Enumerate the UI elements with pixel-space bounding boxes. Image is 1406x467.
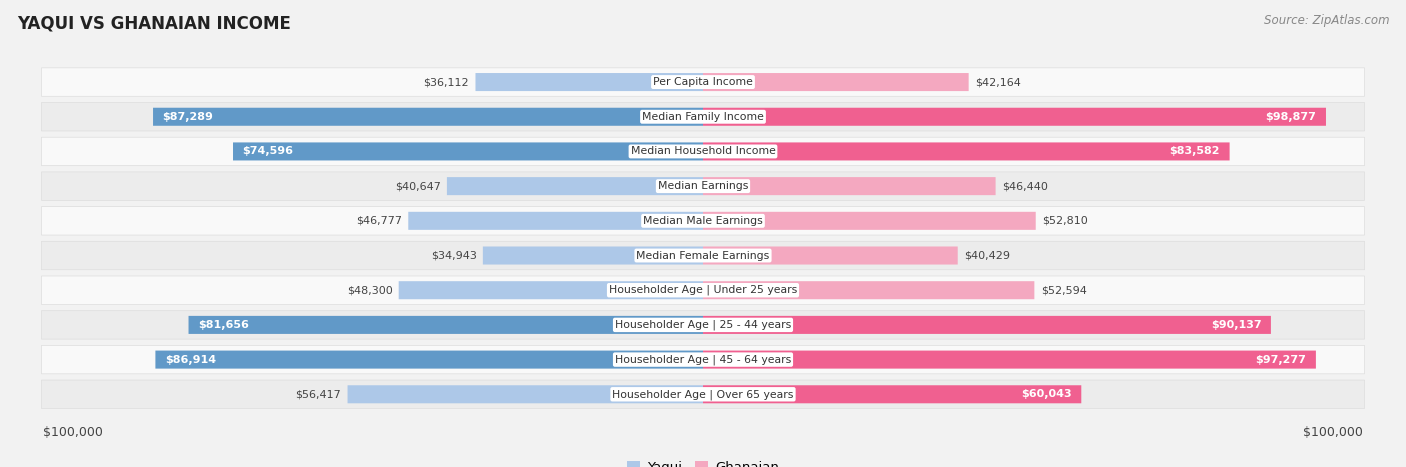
Text: $87,289: $87,289 xyxy=(163,112,214,122)
Text: YAQUI VS GHANAIAN INCOME: YAQUI VS GHANAIAN INCOME xyxy=(17,14,291,32)
Text: Householder Age | 45 - 64 years: Householder Age | 45 - 64 years xyxy=(614,354,792,365)
Text: $60,043: $60,043 xyxy=(1021,389,1071,399)
FancyBboxPatch shape xyxy=(41,276,1365,304)
Text: $86,914: $86,914 xyxy=(165,354,217,365)
FancyBboxPatch shape xyxy=(41,311,1365,339)
FancyBboxPatch shape xyxy=(41,68,1365,96)
Text: $52,594: $52,594 xyxy=(1040,285,1087,295)
Text: $46,440: $46,440 xyxy=(1002,181,1047,191)
FancyBboxPatch shape xyxy=(41,103,1365,131)
Text: $42,164: $42,164 xyxy=(974,77,1021,87)
Text: $52,810: $52,810 xyxy=(1042,216,1088,226)
FancyBboxPatch shape xyxy=(703,177,995,195)
FancyBboxPatch shape xyxy=(408,212,703,230)
Text: $40,647: $40,647 xyxy=(395,181,440,191)
FancyBboxPatch shape xyxy=(41,172,1365,200)
Text: $81,656: $81,656 xyxy=(198,320,249,330)
FancyBboxPatch shape xyxy=(703,212,1036,230)
FancyBboxPatch shape xyxy=(41,380,1365,409)
Text: Median Male Earnings: Median Male Earnings xyxy=(643,216,763,226)
FancyBboxPatch shape xyxy=(153,108,703,126)
FancyBboxPatch shape xyxy=(41,137,1365,166)
FancyBboxPatch shape xyxy=(41,206,1365,235)
Text: $48,300: $48,300 xyxy=(347,285,392,295)
FancyBboxPatch shape xyxy=(703,142,1230,161)
Text: Per Capita Income: Per Capita Income xyxy=(652,77,754,87)
Text: Median Female Earnings: Median Female Earnings xyxy=(637,250,769,261)
Text: $56,417: $56,417 xyxy=(295,389,342,399)
Text: $46,777: $46,777 xyxy=(356,216,402,226)
FancyBboxPatch shape xyxy=(447,177,703,195)
Text: $98,877: $98,877 xyxy=(1265,112,1316,122)
FancyBboxPatch shape xyxy=(475,73,703,91)
FancyBboxPatch shape xyxy=(703,385,1081,403)
Text: Householder Age | Over 65 years: Householder Age | Over 65 years xyxy=(612,389,794,400)
FancyBboxPatch shape xyxy=(703,247,957,264)
Text: $74,596: $74,596 xyxy=(242,147,294,156)
Text: Source: ZipAtlas.com: Source: ZipAtlas.com xyxy=(1264,14,1389,27)
FancyBboxPatch shape xyxy=(188,316,703,334)
Text: $34,943: $34,943 xyxy=(430,250,477,261)
FancyBboxPatch shape xyxy=(703,351,1316,368)
FancyBboxPatch shape xyxy=(703,281,1035,299)
FancyBboxPatch shape xyxy=(347,385,703,403)
FancyBboxPatch shape xyxy=(399,281,703,299)
Text: Median Earnings: Median Earnings xyxy=(658,181,748,191)
FancyBboxPatch shape xyxy=(482,247,703,264)
Text: $83,582: $83,582 xyxy=(1170,147,1220,156)
Text: Householder Age | 25 - 44 years: Householder Age | 25 - 44 years xyxy=(614,319,792,330)
Text: $36,112: $36,112 xyxy=(423,77,470,87)
FancyBboxPatch shape xyxy=(41,241,1365,270)
FancyBboxPatch shape xyxy=(41,346,1365,374)
FancyBboxPatch shape xyxy=(233,142,703,161)
FancyBboxPatch shape xyxy=(703,108,1326,126)
Text: $97,277: $97,277 xyxy=(1256,354,1306,365)
Text: $90,137: $90,137 xyxy=(1211,320,1261,330)
FancyBboxPatch shape xyxy=(156,351,703,368)
FancyBboxPatch shape xyxy=(703,316,1271,334)
Legend: Yaqui, Ghanaian: Yaqui, Ghanaian xyxy=(621,456,785,467)
Text: Median Household Income: Median Household Income xyxy=(630,147,776,156)
Text: $40,429: $40,429 xyxy=(965,250,1010,261)
FancyBboxPatch shape xyxy=(703,73,969,91)
Text: Median Family Income: Median Family Income xyxy=(643,112,763,122)
Text: Householder Age | Under 25 years: Householder Age | Under 25 years xyxy=(609,285,797,296)
